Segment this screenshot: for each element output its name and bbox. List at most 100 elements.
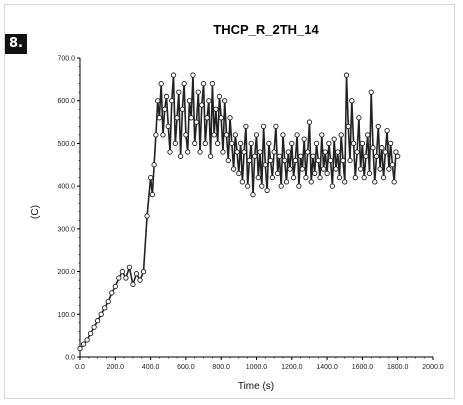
data-point — [237, 140, 244, 147]
data-point — [259, 183, 265, 189]
y-tick-label: 700.0 — [57, 56, 75, 63]
data-point — [186, 98, 193, 104]
data-point — [269, 174, 276, 181]
data-point — [260, 123, 267, 129]
data-point — [384, 127, 390, 134]
data-point — [163, 93, 170, 100]
data-point — [225, 157, 231, 164]
data-point — [289, 140, 295, 147]
y-tick-label: 100.0 — [57, 312, 75, 319]
data-point — [95, 318, 101, 324]
data-point — [306, 119, 313, 125]
x-tick-label: 0.0 — [75, 364, 85, 371]
data-point — [380, 174, 387, 181]
data-point — [336, 174, 343, 181]
data-point — [322, 149, 328, 155]
data-point — [190, 72, 196, 78]
data-point — [160, 132, 166, 138]
data-point — [331, 136, 337, 142]
data-point — [287, 166, 293, 172]
x-tick-label: 800.0 — [212, 364, 230, 371]
data-point — [185, 149, 191, 155]
data-point — [123, 275, 129, 281]
data-point — [156, 115, 163, 121]
y-tick-label: 0.0 — [65, 355, 75, 362]
data-point — [387, 140, 394, 147]
data-point — [389, 162, 396, 168]
y-axis-label: (C) — [30, 205, 41, 219]
data-point — [167, 149, 173, 155]
data-point — [296, 183, 302, 189]
data-point — [395, 153, 401, 159]
data-point — [153, 132, 159, 138]
data-point — [255, 174, 261, 181]
data-point — [112, 283, 118, 290]
data-point — [345, 123, 351, 129]
y-tick-label: 200.0 — [57, 269, 75, 276]
data-point — [375, 123, 381, 129]
data-point — [271, 149, 277, 155]
data-point — [213, 106, 219, 112]
data-point — [324, 170, 330, 176]
data-point — [84, 337, 90, 343]
figure-frame — [4, 4, 455, 399]
data-point — [252, 153, 258, 159]
data-point — [294, 132, 300, 138]
data-point — [222, 98, 228, 104]
data-point — [220, 149, 226, 155]
data-point — [200, 80, 207, 87]
data-point — [126, 264, 133, 270]
data-point — [359, 140, 366, 147]
x-tick-label: 1600.0 — [352, 364, 374, 371]
data-point — [207, 153, 214, 159]
y-tick-label: 500.0 — [57, 141, 75, 148]
data-point — [149, 192, 156, 198]
data-point — [308, 179, 314, 185]
chart-axes: 0.0 200.0 400.0 600.0 800.0 1000.0 1200.0 1400.… — [57, 56, 443, 372]
x-tick-label: 200.0 — [107, 364, 125, 371]
data-point — [368, 89, 374, 95]
data-point — [365, 132, 371, 138]
data-point — [239, 179, 246, 185]
data-point — [354, 149, 360, 155]
x-tick-label: 400.0 — [142, 364, 160, 371]
data-point — [315, 157, 321, 164]
data-point — [227, 115, 233, 121]
data-point — [361, 174, 367, 181]
data-point — [335, 149, 341, 155]
data-point — [320, 166, 327, 172]
data-point — [119, 268, 126, 275]
data-point — [278, 183, 284, 189]
data-point — [297, 153, 304, 159]
data-point — [158, 80, 164, 87]
data-point — [317, 174, 323, 181]
data-point — [176, 89, 182, 95]
data-point — [310, 153, 316, 159]
data-point — [177, 153, 184, 159]
data-point — [183, 132, 189, 138]
data-point — [179, 106, 186, 112]
data-point — [327, 157, 334, 164]
data-point — [280, 132, 286, 138]
data-point — [264, 187, 270, 194]
data-point — [343, 72, 350, 78]
y-tick-label: 300.0 — [57, 226, 75, 233]
data-point — [206, 98, 212, 104]
data-point — [188, 115, 194, 121]
data-point — [223, 132, 230, 138]
chart-title: THCP_R_2TH_14 — [213, 22, 319, 37]
data-point — [282, 157, 288, 164]
data-point — [253, 132, 260, 138]
data-point — [243, 123, 249, 129]
data-point — [169, 98, 175, 104]
data-point — [248, 140, 254, 147]
data-point — [218, 115, 224, 121]
data-point — [386, 166, 392, 172]
data-point — [162, 106, 168, 112]
data-point — [87, 330, 94, 337]
data-point — [266, 140, 272, 147]
data-point — [230, 166, 237, 172]
data-point — [312, 170, 318, 176]
data-point — [170, 72, 177, 78]
data-point — [140, 268, 147, 275]
